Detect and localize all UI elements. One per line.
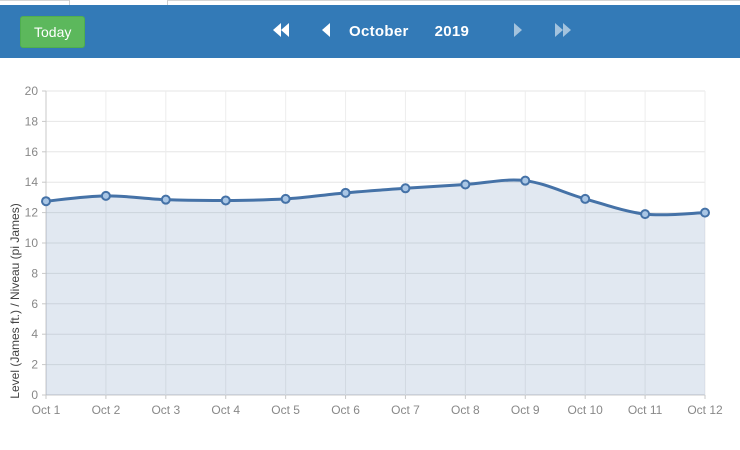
next-month-button[interactable]: [509, 20, 528, 43]
y-tick-label: 6: [31, 297, 38, 311]
forward-icon: [513, 22, 524, 41]
y-tick-label: 18: [25, 114, 39, 128]
x-tick-label: Oct 9: [511, 403, 540, 417]
y-tick-label: 20: [25, 84, 39, 98]
tab-strip-border-right: [167, 0, 740, 1]
y-tick-label: 0: [31, 388, 38, 402]
data-point[interactable]: [580, 193, 591, 204]
series-line: [44, 178, 707, 217]
tab-strip: [0, 0, 740, 5]
y-tick-label: 10: [25, 236, 39, 250]
next-year-button[interactable]: [550, 20, 576, 43]
y-tick-label: 2: [31, 358, 38, 372]
data-point[interactable]: [400, 183, 411, 194]
x-tick-label: Oct 1: [32, 403, 61, 417]
x-tick-label: Oct 12: [687, 403, 723, 417]
fast-forward-icon: [554, 22, 572, 41]
x-tick-label: Oct 10: [568, 403, 604, 417]
data-point[interactable]: [700, 207, 710, 218]
tab-strip-border-left: [0, 0, 69, 1]
data-point[interactable]: [460, 179, 471, 190]
data-point[interactable]: [100, 190, 111, 201]
level-chart: 0 2 4 6 8 10 12 14 16 18 20 Oct 1 Oct 2 Oct 3 Oct 4 Oct…: [25, 84, 723, 417]
data-point[interactable]: [220, 195, 231, 206]
calendar-header: Today October 2019: [0, 5, 740, 58]
x-tick-label: Oct 4: [211, 403, 240, 417]
level-chart-container: 0 2 4 6 8 10 12 14 16 18 20 Oct 1 Oct 2 Oct 3 Oct 4 Oct…: [0, 58, 740, 450]
x-tick-label: Oct 2: [92, 403, 121, 417]
data-point[interactable]: [340, 187, 351, 198]
data-point[interactable]: [520, 175, 531, 186]
y-tick-label: 12: [25, 206, 39, 220]
area-fill: [46, 180, 705, 395]
y-tick-label: 14: [25, 175, 39, 189]
year-label[interactable]: 2019: [434, 23, 470, 40]
month-label[interactable]: October: [349, 23, 409, 40]
data-point[interactable]: [41, 196, 51, 207]
x-tick-label: Oct 11: [628, 403, 663, 417]
prev-month-button[interactable]: [316, 20, 335, 43]
prev-year-button[interactable]: [268, 20, 294, 43]
data-point[interactable]: [640, 209, 651, 220]
tab-divider: [167, 0, 168, 5]
today-button[interactable]: Today: [20, 15, 86, 48]
x-tick-label: Oct 6: [331, 403, 360, 417]
y-tick-label: 16: [25, 145, 39, 159]
calendar-nav: October 2019: [268, 5, 576, 58]
x-tick-label: Oct 8: [451, 403, 480, 417]
y-tick-label: 4: [31, 327, 38, 341]
backward-icon: [320, 22, 331, 41]
fast-backward-icon: [272, 22, 290, 41]
x-tick-label: Oct 5: [271, 403, 300, 417]
data-point[interactable]: [160, 194, 171, 205]
x-tick-label: Oct 7: [391, 403, 420, 417]
data-point[interactable]: [280, 193, 291, 204]
y-tick-label: 8: [31, 266, 38, 280]
x-tick-label: Oct 3: [151, 403, 180, 417]
tab-divider: [69, 0, 70, 5]
